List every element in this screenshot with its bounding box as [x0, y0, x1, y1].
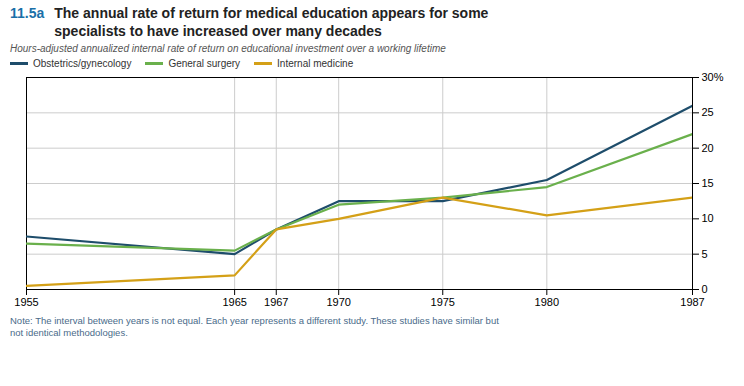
svg-text:5: 5 [702, 248, 708, 260]
html-text:11.5a: 11.5a [10, 5, 45, 21]
svg-text:10: 10 [702, 212, 714, 224]
html-text:Internal medicine: Internal medicine [277, 58, 354, 69]
svg-text:1955: 1955 [14, 296, 38, 308]
svg-text:1975: 1975 [431, 296, 455, 308]
svg-text:25: 25 [702, 106, 714, 118]
svg-text:0: 0 [702, 283, 708, 295]
html-text:Obstetrics/gynecology: Obstetrics/gynecology [33, 58, 132, 69]
svg-text:30%: 30% [702, 71, 724, 83]
svg-text:1987: 1987 [680, 296, 704, 308]
html-text:General surgery: General surgery [168, 58, 241, 69]
svg-text:1970: 1970 [326, 296, 350, 308]
svg-text:20: 20 [702, 142, 714, 154]
svg-text:1965: 1965 [222, 296, 246, 308]
html-text:The annual rate of return for: The annual rate of return for medical ed… [54, 5, 489, 39]
svg-text:1967: 1967 [264, 296, 288, 308]
svg-text:15: 15 [702, 177, 714, 189]
html-text:Note: The interval between yea: Note: The interval between years is not … [10, 315, 499, 338]
html-text:Hours-adjusted annualized inte: Hours-adjusted annualized internal rate … [10, 43, 446, 54]
svg-text:1980: 1980 [535, 296, 559, 308]
